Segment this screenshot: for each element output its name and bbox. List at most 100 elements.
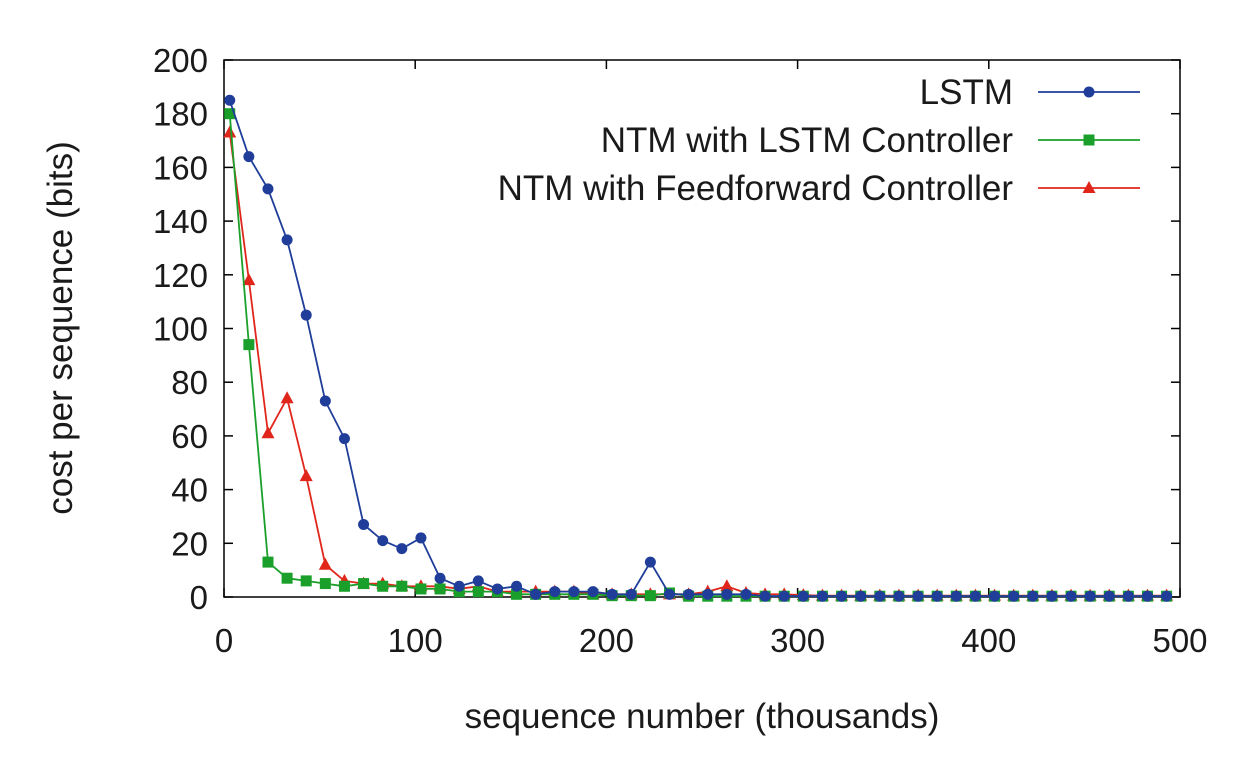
data-point-lstm bbox=[1027, 590, 1039, 602]
data-point-ntm-with-lstm-controller bbox=[396, 580, 408, 592]
data-point-lstm bbox=[1008, 590, 1020, 602]
data-point-lstm bbox=[243, 151, 255, 163]
data-point-ntm-with-lstm-controller bbox=[224, 108, 236, 120]
x-tick-label: 300 bbox=[770, 622, 825, 659]
data-point-lstm bbox=[721, 588, 733, 600]
data-point-lstm bbox=[778, 590, 790, 602]
series-layer bbox=[223, 94, 1174, 602]
data-point-lstm bbox=[663, 588, 675, 600]
data-point-lstm bbox=[836, 590, 848, 602]
data-point-lstm bbox=[396, 543, 408, 555]
data-point-ntm-with-lstm-controller bbox=[338, 580, 350, 592]
data-point-lstm bbox=[549, 586, 561, 598]
data-point-ntm-with-lstm-controller bbox=[243, 339, 255, 351]
data-point-lstm bbox=[1084, 590, 1096, 602]
y-tick-label: 0 bbox=[190, 579, 208, 616]
data-point-lstm bbox=[224, 94, 236, 106]
data-point-lstm bbox=[300, 309, 312, 321]
data-point-ntm-with-feedforward-controller bbox=[720, 579, 734, 592]
y-tick-label: 180 bbox=[153, 96, 208, 133]
y-tick-label: 80 bbox=[171, 364, 208, 401]
data-point-ntm-with-feedforward-controller bbox=[223, 125, 237, 138]
data-point-lstm bbox=[415, 532, 427, 544]
data-point-lstm bbox=[969, 590, 981, 602]
data-point-ntm-with-lstm-controller bbox=[281, 572, 293, 584]
x-tick-label: 400 bbox=[961, 622, 1016, 659]
data-point-lstm bbox=[358, 519, 370, 531]
legend-marker-ntm-with-feedforward-controller bbox=[1082, 181, 1096, 193]
axis-ticks: 0 20 40 60 80 100 120 140 160 180 200 0 100 200 300 400… bbox=[153, 42, 1208, 659]
y-tick-label: 160 bbox=[153, 149, 208, 186]
y-tick-label: 140 bbox=[153, 203, 208, 240]
legend-marker-ntm-with-lstm-controller bbox=[1083, 134, 1095, 146]
x-tick-label: 100 bbox=[388, 622, 443, 659]
data-point-lstm bbox=[912, 590, 924, 602]
data-point-ntm-with-lstm-controller bbox=[644, 590, 656, 602]
data-point-ntm-with-lstm-controller bbox=[415, 583, 427, 595]
data-point-ntm-with-lstm-controller bbox=[319, 578, 331, 590]
data-point-lstm bbox=[1046, 590, 1058, 602]
y-tick-label: 20 bbox=[171, 525, 208, 562]
legend-label-lstm: LSTM bbox=[920, 73, 1013, 112]
data-point-lstm bbox=[319, 395, 331, 407]
data-point-lstm bbox=[702, 588, 714, 600]
data-point-ntm-with-lstm-controller bbox=[262, 556, 274, 568]
data-point-lstm bbox=[931, 590, 943, 602]
data-point-ntm-with-lstm-controller bbox=[434, 583, 446, 595]
data-point-ntm-with-feedforward-controller bbox=[261, 426, 275, 439]
data-point-ntm-with-feedforward-controller bbox=[280, 391, 294, 404]
y-tick-label: 200 bbox=[153, 42, 208, 79]
y-tick-label: 40 bbox=[171, 472, 208, 509]
data-point-lstm bbox=[281, 234, 293, 246]
data-point-lstm bbox=[759, 590, 771, 602]
x-tick-label: 500 bbox=[1152, 622, 1207, 659]
data-point-lstm bbox=[511, 580, 523, 592]
data-point-lstm bbox=[1161, 590, 1173, 602]
data-point-lstm bbox=[683, 588, 695, 600]
data-point-ntm-with-lstm-controller bbox=[358, 578, 370, 590]
data-point-lstm bbox=[530, 588, 542, 600]
data-point-lstm bbox=[797, 590, 809, 602]
data-point-lstm bbox=[434, 572, 446, 584]
x-axis-title: sequence number (thousands) bbox=[465, 697, 940, 736]
data-point-ntm-with-feedforward-controller bbox=[299, 469, 313, 482]
x-tick-label: 0 bbox=[215, 622, 233, 659]
y-tick-label: 100 bbox=[153, 311, 208, 348]
data-point-ntm-with-lstm-controller bbox=[511, 588, 523, 600]
data-point-lstm bbox=[625, 588, 637, 600]
data-point-lstm bbox=[855, 590, 867, 602]
data-point-lstm bbox=[989, 590, 1001, 602]
legend: LSTM NTM with LSTM Controller NTM with Fee… bbox=[498, 73, 1140, 208]
data-point-lstm bbox=[377, 535, 389, 547]
legend-label-ntm-with-feedforward-controller: NTM with Feedforward Controller bbox=[498, 169, 1014, 208]
data-point-lstm bbox=[1065, 590, 1077, 602]
data-point-lstm bbox=[453, 580, 465, 592]
data-point-lstm bbox=[1103, 590, 1115, 602]
data-point-lstm bbox=[587, 586, 599, 598]
data-point-ntm-with-feedforward-controller bbox=[242, 273, 256, 286]
y-tick-label: 60 bbox=[171, 418, 208, 455]
data-point-lstm bbox=[950, 590, 962, 602]
legend-marker-lstm bbox=[1083, 86, 1095, 98]
data-point-lstm bbox=[816, 590, 828, 602]
data-point-lstm bbox=[893, 590, 905, 602]
y-tick-label: 120 bbox=[153, 257, 208, 294]
data-point-lstm bbox=[1122, 590, 1134, 602]
data-point-ntm-with-lstm-controller bbox=[377, 580, 389, 592]
data-point-lstm bbox=[491, 583, 503, 595]
data-point-lstm bbox=[874, 590, 886, 602]
series-lstm bbox=[224, 94, 1173, 602]
data-point-ntm-with-lstm-controller bbox=[300, 575, 312, 587]
x-tick-label: 200 bbox=[579, 622, 634, 659]
legend-label-ntm-with-lstm-controller: NTM with LSTM Controller bbox=[601, 121, 1014, 160]
data-point-lstm bbox=[1141, 590, 1153, 602]
y-axis-title: cost per sequence (bits) bbox=[41, 141, 80, 515]
data-point-lstm bbox=[338, 433, 350, 445]
data-point-lstm bbox=[472, 575, 484, 587]
data-point-lstm bbox=[568, 586, 580, 598]
data-point-lstm bbox=[606, 588, 618, 600]
data-point-lstm bbox=[740, 588, 752, 600]
data-point-lstm bbox=[644, 556, 656, 568]
